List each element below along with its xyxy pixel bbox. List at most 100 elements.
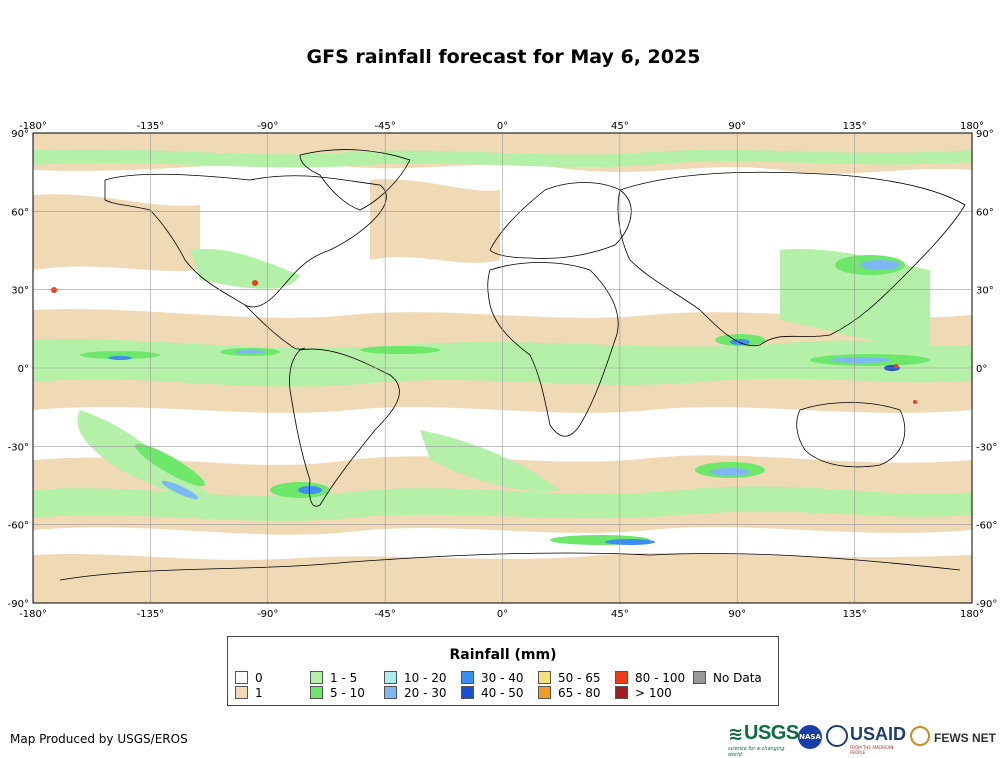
legend-label: 10 - 20 xyxy=(404,671,447,685)
usgs-wordmark: USGS xyxy=(744,722,799,744)
antarctica-outline xyxy=(59,552,961,581)
fewsnet-globe-icon xyxy=(910,726,930,746)
usgs-logo: ≋ USGS science for a changing world xyxy=(728,722,799,758)
lon-tick-label-top: 45° xyxy=(611,121,629,132)
usaid-tagline: FROM THE AMERICAN PEOPLE xyxy=(850,745,894,755)
lat-tick-label-right: 30° xyxy=(976,286,994,297)
rain-heavy-cores xyxy=(51,255,930,545)
usgs-mark-icon: ≋ xyxy=(728,724,744,745)
credit-text: Map Produced by USGS/EROS xyxy=(10,732,188,746)
lat-tick-label-left: 30° xyxy=(11,286,29,297)
map-canvas: -180° -180° -135° -135° -90° -90° -45° -45° 0° 0°… xyxy=(8,121,998,620)
lat-tick-label-right: -30° xyxy=(976,442,997,453)
legend-label: 1 - 5 xyxy=(330,671,358,685)
fewsnet-logo: FEWS NET xyxy=(910,722,1000,754)
nasa-logo: NASA xyxy=(798,725,822,749)
legend-swatch xyxy=(693,671,706,684)
legend-item: No Data xyxy=(693,671,762,685)
legend-swatch xyxy=(538,671,551,684)
legend-label: 30 - 40 xyxy=(481,671,524,685)
legend-label: 65 - 80 xyxy=(558,686,601,700)
usaid-logo: USAID FROM THE AMERICAN PEOPLE xyxy=(826,722,908,755)
lat-tick-label-left: 0° xyxy=(18,364,29,375)
agency-logos: ≋ USGS science for a changing world NASA… xyxy=(728,722,1000,758)
rain-green-south-atlantic xyxy=(420,430,560,491)
lat-tick-label-right: 60° xyxy=(976,207,994,218)
usaid-wordmark: USAID xyxy=(850,724,907,744)
legend-swatch xyxy=(384,671,397,684)
graticule xyxy=(33,133,972,603)
legend-swatch xyxy=(235,686,248,699)
lat-tick-label-right: 90° xyxy=(976,129,994,140)
legend-item: > 100 xyxy=(615,686,672,700)
lat-tick-label-left: 90° xyxy=(11,129,29,140)
rain-green-west-pacific xyxy=(780,249,930,350)
lat-tick-label-right: 0° xyxy=(976,364,987,375)
lon-tick-label-top: 90° xyxy=(728,121,746,132)
legend-label: 1 xyxy=(255,686,263,700)
lon-tick-label-bottom: 135° xyxy=(843,609,867,620)
legend-item: 30 - 40 xyxy=(461,671,524,685)
rain-band-north-atlantic xyxy=(370,179,500,263)
north-america-outline xyxy=(104,173,387,308)
legend-item: 5 - 10 xyxy=(310,686,365,700)
legend-item: 80 - 100 xyxy=(615,671,685,685)
coastlines xyxy=(59,149,966,581)
lon-tick-label-top: 0° xyxy=(497,121,508,132)
lat-tick-label-left: -60° xyxy=(8,521,29,532)
legend-swatch xyxy=(461,686,474,699)
legend-label: 80 - 100 xyxy=(635,671,686,685)
map-frame xyxy=(32,132,973,604)
legend-label: No Data xyxy=(713,671,762,685)
lat-tick-label-left: -30° xyxy=(8,442,29,453)
legend-item: 1 xyxy=(235,686,263,700)
fewsnet-wordmark: FEWS NET xyxy=(934,731,996,745)
lon-tick-label-bottom: -180° xyxy=(19,609,47,620)
legend-item: 0 xyxy=(235,671,263,685)
legend-label: 0 xyxy=(255,671,263,685)
lat-tick-label-left: -90° xyxy=(8,599,29,610)
legend-item: 10 - 20 xyxy=(384,671,447,685)
usaid-seal-icon xyxy=(826,725,848,747)
lat-tick-label-right: -90° xyxy=(976,599,997,610)
legend-item: 65 - 80 xyxy=(538,686,601,700)
legend-swatch xyxy=(461,671,474,684)
map-title: GFS rainfall forecast for May 6, 2025 xyxy=(306,46,701,68)
rainfall-map: -180° -180° -135° -135° -90° -90° -45° -45° 0° 0°… xyxy=(0,110,1007,620)
lon-tick-label-bottom: 90° xyxy=(728,609,746,620)
legend-item: 40 - 50 xyxy=(461,686,524,700)
legend-swatch xyxy=(235,671,248,684)
europe-outline xyxy=(489,182,632,259)
legend-swatch xyxy=(615,686,628,699)
central-america-outline xyxy=(244,304,306,350)
lon-tick-label-bottom: -135° xyxy=(137,609,165,620)
lon-tick-label-top: 180° xyxy=(960,121,984,132)
legend-title: Rainfall (mm) xyxy=(449,647,557,663)
usgs-tagline: science for a changing world xyxy=(728,746,785,758)
lon-tick-label-top: -180° xyxy=(19,121,47,132)
lon-tick-label-top: -135° xyxy=(137,121,165,132)
legend-label: 50 - 65 xyxy=(558,671,601,685)
legend-label: 40 - 50 xyxy=(481,686,524,700)
lon-tick-label-bottom: -90° xyxy=(257,609,278,620)
lon-tick-label-top: -45° xyxy=(374,121,395,132)
lon-tick-label-top: 135° xyxy=(843,121,867,132)
legend-label: > 100 xyxy=(635,686,672,700)
legend-item: 50 - 65 xyxy=(538,671,601,685)
legend-swatch xyxy=(384,686,397,699)
rain-band-north-pacific xyxy=(33,194,200,272)
lat-tick-label-left: 60° xyxy=(11,207,29,218)
legend-swatch xyxy=(310,671,323,684)
africa-outline xyxy=(487,262,619,437)
lon-tick-label-bottom: -45° xyxy=(374,609,395,620)
legend-label: 5 - 10 xyxy=(330,686,365,700)
coordinate-ticks: -180° -180° -135° -135° -90° -90° -45° -45° 0° 0°… xyxy=(8,121,998,620)
lon-tick-label-bottom: 180° xyxy=(960,609,984,620)
lon-tick-label-top: -90° xyxy=(257,121,278,132)
rain-green-north-america xyxy=(190,249,300,289)
lat-tick-label-right: -60° xyxy=(976,521,997,532)
legend-item: 1 - 5 xyxy=(310,671,357,685)
legend-label: 20 - 30 xyxy=(404,686,447,700)
legend-swatch xyxy=(615,671,628,684)
